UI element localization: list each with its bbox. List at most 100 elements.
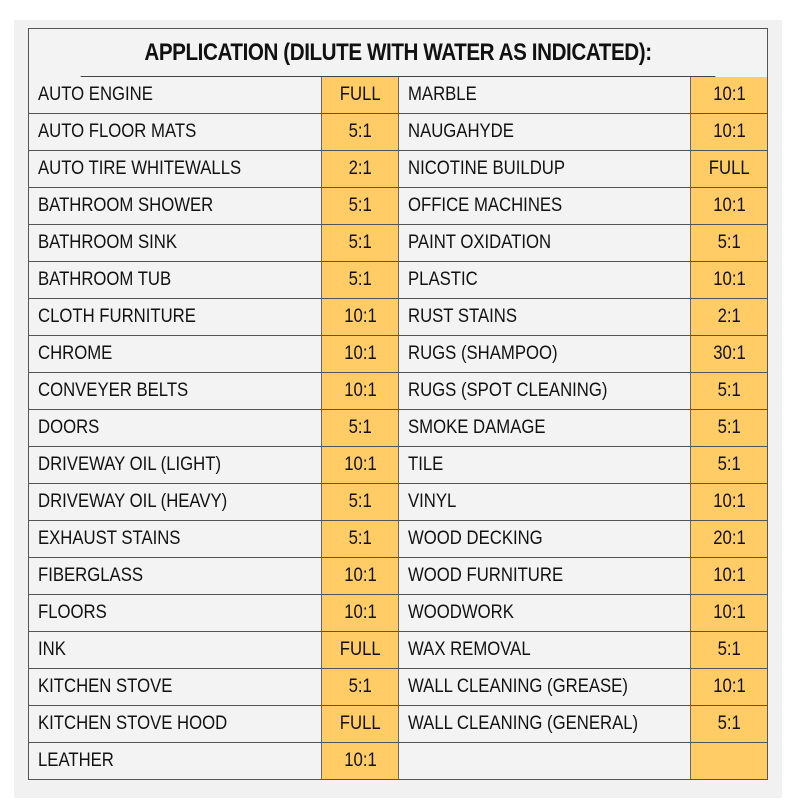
- dilution-ratio: 10:1: [343, 380, 377, 401]
- application-name: PLASTIC: [408, 269, 478, 290]
- application-name-cell: CLOTH FURNITURE: [29, 299, 321, 335]
- dilution-ratio-cell: FULL: [321, 632, 399, 668]
- application-name: WAX REMOVAL: [408, 639, 531, 660]
- dilution-ratio: FULL: [339, 713, 381, 734]
- application-name: WALL CLEANING (GENERAL): [408, 713, 639, 734]
- application-name-cell: PAINT OXIDATION: [399, 225, 690, 261]
- dilution-ratio-cell: 5:1: [690, 632, 767, 668]
- dilution-ratio-cell: 10:1: [690, 484, 767, 520]
- table-row: BATHROOM SINK 5:1 PAINT OXIDATION 5:1: [29, 225, 767, 262]
- application-name: BATHROOM TUB: [38, 269, 172, 290]
- dilution-ratio-cell: 5:1: [690, 447, 767, 483]
- dilution-ratio: 30:1: [712, 343, 746, 364]
- application-name-cell: TILE: [399, 447, 690, 483]
- application-name-cell: AUTO ENGINE: [29, 77, 321, 113]
- dilution-ratio-cell: FULL: [690, 151, 767, 187]
- dilution-ratio-cell: 5:1: [321, 188, 399, 224]
- dilution-ratio: 10:1: [712, 602, 746, 623]
- table-row: LEATHER 10:1: [29, 743, 767, 779]
- application-name-cell: INK: [29, 632, 321, 668]
- dilution-ratio: 5:1: [717, 454, 741, 475]
- application-name-cell: WALL CLEANING (GREASE): [399, 669, 690, 705]
- application-name-cell: AUTO FLOOR MATS: [29, 114, 321, 150]
- dilution-ratio: 5:1: [717, 417, 741, 438]
- dilution-ratio-cell: 10:1: [690, 114, 767, 150]
- application-name-cell: EXHAUST STAINS: [29, 521, 321, 557]
- table-row: DOORS 5:1 SMOKE DAMAGE 5:1: [29, 410, 767, 447]
- application-name-cell: FLOORS: [29, 595, 321, 631]
- table-title: APPLICATION (DILUTE WITH WATER AS INDICA…: [80, 29, 716, 77]
- dilution-ratio-cell: 10:1: [321, 558, 399, 594]
- application-name-cell: NAUGAHYDE: [399, 114, 690, 150]
- table-row: CLOTH FURNITURE 10:1 RUST STAINS 2:1: [29, 299, 767, 336]
- table-row: AUTO ENGINE FULL MARBLE 10:1: [29, 77, 767, 114]
- dilution-table: APPLICATION (DILUTE WITH WATER AS INDICA…: [28, 28, 768, 780]
- table-row: CHROME 10:1 RUGS (SHAMPOO) 30:1: [29, 336, 767, 373]
- dilution-ratio: 20:1: [712, 528, 746, 549]
- dilution-ratio-cell: 5:1: [690, 225, 767, 261]
- dilution-ratio: 5:1: [348, 528, 372, 549]
- dilution-ratio: 10:1: [712, 269, 746, 290]
- application-name: INK: [38, 639, 66, 660]
- dilution-ratio: 10:1: [712, 195, 746, 216]
- dilution-ratio-cell: 5:1: [321, 484, 399, 520]
- dilution-ratio: FULL: [708, 158, 750, 179]
- dilution-ratio-cell: 10:1: [321, 373, 399, 409]
- dilution-ratio: 5:1: [348, 121, 372, 142]
- application-name: DRIVEWAY OIL (HEAVY): [38, 491, 228, 512]
- application-name-cell: RUGS (SHAMPOO): [399, 336, 690, 372]
- application-name-cell: CONVEYER BELTS: [29, 373, 321, 409]
- application-name-cell: PLASTIC: [399, 262, 690, 298]
- dilution-ratio: 5:1: [348, 491, 372, 512]
- dilution-ratio: 10:1: [712, 676, 746, 697]
- dilution-ratio: 10:1: [712, 84, 746, 105]
- dilution-ratio-cell: 10:1: [321, 447, 399, 483]
- application-name-cell: [399, 743, 690, 779]
- application-name: CHROME: [38, 343, 113, 364]
- application-name: RUGS (SPOT CLEANING): [408, 380, 608, 401]
- dilution-ratio-cell: 5:1: [321, 114, 399, 150]
- application-name-cell: FIBERGLASS: [29, 558, 321, 594]
- application-name-cell: WOOD DECKING: [399, 521, 690, 557]
- application-name: CLOTH FURNITURE: [38, 306, 196, 327]
- dilution-ratio-cell: 2:1: [690, 299, 767, 335]
- dilution-ratio: FULL: [339, 639, 381, 660]
- application-name-cell: DRIVEWAY OIL (HEAVY): [29, 484, 321, 520]
- application-name: AUTO TIRE WHITEWALLS: [38, 158, 242, 179]
- application-name: NICOTINE BUILDUP: [408, 158, 566, 179]
- table-row: FLOORS 10:1 WOODWORK 10:1: [29, 595, 767, 632]
- dilution-ratio: 5:1: [717, 380, 741, 401]
- application-name-cell: BATHROOM SHOWER: [29, 188, 321, 224]
- dilution-ratio-cell: 10:1: [321, 595, 399, 631]
- dilution-ratio: 2:1: [717, 306, 741, 327]
- application-name-cell: AUTO TIRE WHITEWALLS: [29, 151, 321, 187]
- application-name: AUTO ENGINE: [38, 84, 153, 105]
- application-name: BATHROOM SHOWER: [38, 195, 214, 216]
- table-row: KITCHEN STOVE 5:1 WALL CLEANING (GREASE) 10…: [29, 669, 767, 706]
- application-name: PAINT OXIDATION: [408, 232, 552, 253]
- application-name: NAUGAHYDE: [408, 121, 514, 142]
- application-name: RUGS (SHAMPOO): [408, 343, 558, 364]
- dilution-ratio: 10:1: [343, 306, 377, 327]
- dilution-ratio-cell: 10:1: [321, 299, 399, 335]
- dilution-ratio-cell: 30:1: [690, 336, 767, 372]
- table-row: DRIVEWAY OIL (LIGHT) 10:1 TILE 5:1: [29, 447, 767, 484]
- dilution-ratio-cell: 10:1: [690, 188, 767, 224]
- application-name: WOOD DECKING: [408, 528, 543, 549]
- dilution-ratio-cell: 5:1: [690, 373, 767, 409]
- dilution-ratio: 5:1: [717, 639, 741, 660]
- dilution-ratio: 5:1: [348, 676, 372, 697]
- application-name: TILE: [408, 454, 444, 475]
- application-name: OFFICE MACHINES: [408, 195, 563, 216]
- dilution-ratio: 10:1: [343, 454, 377, 475]
- application-name: AUTO FLOOR MATS: [38, 121, 197, 142]
- application-name: EXHAUST STAINS: [38, 528, 181, 549]
- table-row: CONVEYER BELTS 10:1 RUGS (SPOT CLEANING) 5:…: [29, 373, 767, 410]
- application-name-cell: SMOKE DAMAGE: [399, 410, 690, 446]
- dilution-ratio: 2:1: [348, 158, 372, 179]
- dilution-ratio-cell: 10:1: [690, 262, 767, 298]
- dilution-ratio-cell: 5:1: [321, 262, 399, 298]
- application-name-cell: WOODWORK: [399, 595, 690, 631]
- dilution-ratio-cell: 5:1: [321, 521, 399, 557]
- application-name: BATHROOM SINK: [38, 232, 178, 253]
